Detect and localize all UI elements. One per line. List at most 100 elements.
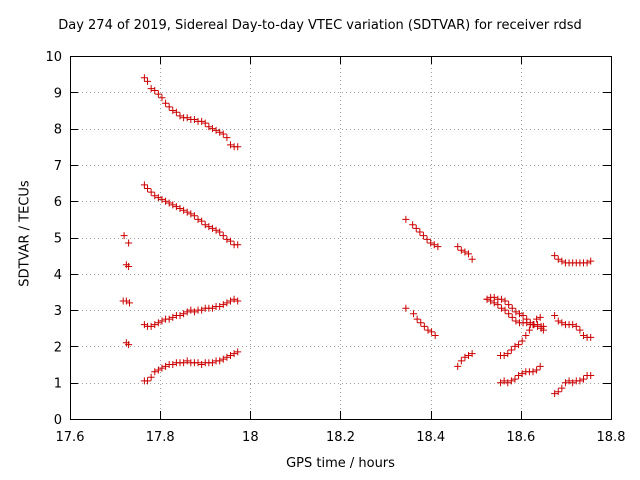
data-point	[198, 306, 206, 314]
series-sat-s	[551, 371, 595, 398]
data-point	[533, 315, 541, 323]
data-point	[551, 252, 559, 260]
data-point	[226, 237, 234, 245]
data-point	[529, 321, 537, 329]
data-point	[180, 310, 188, 318]
data-point	[183, 114, 191, 122]
data-point	[165, 315, 173, 323]
y-tick-label: 6	[54, 195, 62, 210]
data-point	[579, 375, 587, 383]
series-sat-d	[140, 348, 242, 385]
data-point	[183, 308, 191, 316]
data-point	[169, 361, 177, 369]
y-tick-label: 8	[54, 123, 62, 138]
data-point	[216, 357, 224, 365]
series-sat-o	[497, 313, 544, 359]
data-point	[187, 306, 195, 314]
data-point	[569, 321, 577, 329]
y-tick-label: 10	[45, 50, 62, 65]
data-point	[554, 388, 562, 396]
data-point	[565, 377, 573, 385]
data-point	[201, 221, 209, 229]
data-point	[201, 119, 209, 127]
data-point	[230, 350, 238, 358]
data-point	[427, 239, 435, 247]
data-point	[198, 217, 206, 225]
data-point	[144, 377, 152, 385]
y-tick-label: 7	[54, 159, 62, 174]
series-sat-b	[140, 181, 242, 249]
data-point	[500, 351, 508, 359]
data-point	[154, 319, 162, 327]
y-tick-label: 2	[54, 340, 62, 355]
data-point	[158, 94, 166, 102]
series-sat-n	[483, 295, 547, 330]
x-tick-label: 18.8	[597, 430, 626, 445]
data-point	[223, 134, 231, 142]
data-point	[523, 319, 531, 327]
series-sat-c	[140, 295, 242, 330]
data-point	[457, 357, 465, 365]
data-point	[508, 304, 516, 312]
data-point	[183, 208, 191, 216]
data-point	[190, 116, 198, 124]
data-point	[223, 299, 231, 307]
data-point	[402, 215, 410, 223]
data-point	[205, 223, 213, 231]
series-sat-l	[454, 350, 476, 370]
data-point	[154, 90, 162, 98]
data-point	[219, 355, 227, 363]
data-point	[519, 312, 527, 320]
data-point	[151, 368, 159, 376]
data-point	[465, 351, 473, 359]
data-point	[536, 362, 544, 370]
data-point	[165, 103, 173, 111]
data-point	[417, 319, 425, 327]
data-point	[154, 366, 162, 374]
data-point	[431, 332, 439, 340]
x-axis-label: GPS time / hours	[286, 456, 395, 471]
data-point	[558, 384, 566, 392]
data-point	[525, 326, 533, 334]
series-sat-g	[119, 297, 134, 307]
data-point	[554, 255, 562, 263]
data-point	[533, 366, 541, 374]
plot-frame	[70, 56, 612, 420]
data-point	[226, 141, 234, 149]
data-point	[169, 106, 177, 114]
data-point	[216, 302, 224, 310]
data-point	[529, 368, 537, 376]
data-point	[576, 326, 584, 334]
data-point	[158, 195, 166, 203]
data-point	[551, 312, 559, 320]
data-point	[497, 295, 505, 303]
data-point	[180, 359, 188, 367]
data-point	[468, 255, 476, 263]
data-point	[219, 130, 227, 138]
data-point	[208, 304, 216, 312]
series-sat-f	[122, 261, 133, 271]
data-point	[151, 192, 159, 200]
data-point	[198, 361, 206, 369]
data-point	[172, 203, 180, 211]
data-point	[424, 326, 432, 334]
data-point	[120, 232, 128, 240]
data-point	[500, 377, 508, 385]
data-point	[461, 353, 469, 361]
data-point	[208, 125, 216, 133]
data-point	[454, 362, 462, 370]
data-point	[430, 241, 438, 249]
data-point	[554, 317, 562, 325]
data-point	[416, 228, 424, 236]
data-point	[125, 341, 133, 349]
data-point	[187, 210, 195, 218]
data-point	[234, 143, 242, 151]
data-point	[151, 86, 159, 94]
data-point	[569, 379, 577, 387]
data-point	[428, 328, 436, 336]
data-point	[515, 310, 523, 318]
x-tick-label: 18.4	[416, 430, 445, 445]
data-point	[501, 306, 509, 314]
data-markers	[119, 74, 595, 398]
data-point	[234, 241, 242, 249]
